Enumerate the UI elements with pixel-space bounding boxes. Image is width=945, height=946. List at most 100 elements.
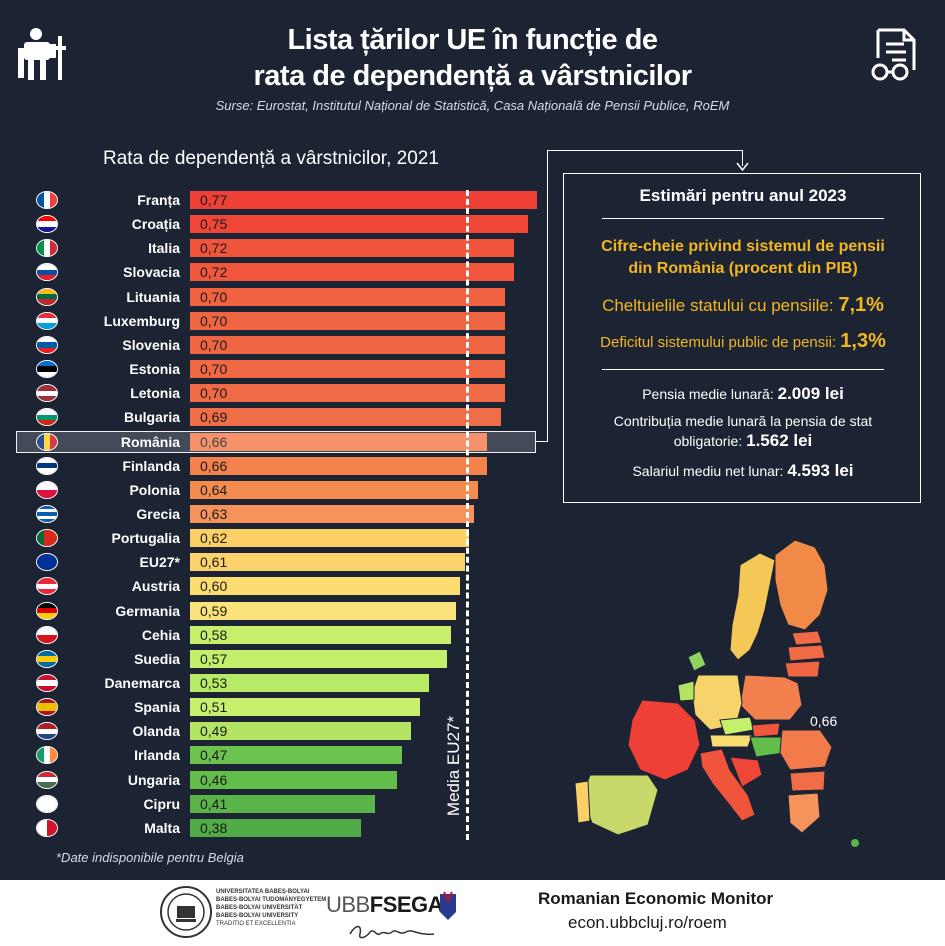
bar-value-label: 0,49 <box>200 723 228 740</box>
bar <box>190 698 420 717</box>
bar <box>190 215 528 234</box>
bar-value-label: 0,70 <box>200 288 228 305</box>
flag-icon <box>36 263 58 282</box>
salary-line: Salariul mediu net lunar: 4.593 lei <box>564 461 922 481</box>
bar-value-label: 0,57 <box>200 650 228 667</box>
spending-line: Cheltuielile statului cu pensiile: 7,1% <box>564 294 922 317</box>
pension-label: Pensia medie lunară: <box>642 386 778 402</box>
contribution-label: obligatorie: <box>673 433 747 449</box>
panel-subtitle-line-2: din România (procent din PIB) <box>628 260 858 277</box>
flag-icon <box>36 674 58 692</box>
map-hungary <box>749 736 785 758</box>
flag-icon <box>36 480 58 499</box>
bar <box>190 287 505 306</box>
row-label: EU27* <box>139 554 180 571</box>
flag-icon <box>36 432 58 451</box>
bar-value-label: 0,63 <box>200 505 228 522</box>
panel-divider-bottom <box>602 369 884 370</box>
bar-value-label: 0,72 <box>200 240 228 257</box>
flag-icon <box>36 456 58 475</box>
bar <box>190 818 361 837</box>
bar <box>190 480 478 499</box>
flag-icon <box>36 649 58 668</box>
bar-value-label: 0,38 <box>200 819 228 836</box>
map-poland <box>739 674 803 721</box>
row-label: Croația <box>131 216 180 233</box>
flag-icon <box>36 553 58 572</box>
pensioner-icon <box>18 28 66 80</box>
ubb-text: UBB <box>326 892 370 917</box>
bar-value-label: 0,70 <box>200 336 228 353</box>
row-label: Cipru <box>143 795 180 812</box>
row-label: Bulgaria <box>123 409 180 426</box>
sources-line: Surse: Eurostat, Institutul Național de … <box>215 98 730 113</box>
flag-icon <box>36 335 58 354</box>
bar-value-label: 0,60 <box>200 578 228 595</box>
bar-value-label: 0,70 <box>200 361 228 378</box>
flag-icon <box>36 311 58 330</box>
university-name: UNIVERSITATEA BABEȘ-BOLYAI BABEȘ-BOLYAI … <box>216 888 326 928</box>
contribution-value: 1.562 lei <box>746 431 813 450</box>
eu-average-line <box>466 190 469 840</box>
bar <box>190 504 474 523</box>
map-slovakia <box>751 722 781 738</box>
map-italy <box>699 748 756 822</box>
flag-icon <box>36 601 58 620</box>
footnote: *Date indisponibile pentru Belgia <box>56 850 244 865</box>
row-label: Ungaria <box>127 771 180 788</box>
europe-map: 0,66 <box>574 529 859 847</box>
bar-value-label: 0,41 <box>200 795 228 812</box>
bar <box>190 335 505 354</box>
salary-value: 4.593 lei <box>787 461 854 480</box>
row-label: Cehia <box>141 626 180 643</box>
map-sweden <box>729 552 776 661</box>
bar <box>190 529 469 548</box>
univ-line-2: BABEȘ-BOLYAI TUDOMÁNYEGYETEM <box>216 897 327 903</box>
panel-divider-top <box>602 218 884 219</box>
bar-value-label: 0,47 <box>200 747 228 764</box>
connector-horizontal-bottom <box>536 441 548 442</box>
row-label: Portugalia <box>111 530 180 547</box>
row-label: Malta <box>144 819 180 836</box>
bar-value-label: 0,75 <box>200 216 228 233</box>
map-estonia <box>791 630 823 646</box>
footer-url[interactable]: econ.ubbcluj.ro/roem <box>568 913 727 932</box>
deficit-line: Deficitul sistemului public de pensii: 1… <box>564 330 922 353</box>
bar-value-label: 0,58 <box>200 626 228 643</box>
bar <box>190 794 375 813</box>
row-label: Austria <box>131 578 180 595</box>
row-label: Slovenia <box>122 336 180 353</box>
flag-icon <box>36 360 58 379</box>
bar <box>190 263 514 282</box>
estimates-panel: Estimări pentru anul 2023 Cifre-cheie pr… <box>563 173 921 503</box>
title-line-1: Lista țărilor UE în funcție de <box>287 24 658 56</box>
ubb-fsega-logo: UBBFSEGA <box>326 892 444 918</box>
map-cyprus <box>851 839 859 847</box>
romania-highlight <box>16 431 536 453</box>
map-latvia <box>787 644 826 662</box>
flag-icon <box>36 384 58 403</box>
spending-value: 7,1% <box>838 294 884 316</box>
map-portugal <box>574 780 591 824</box>
salary-label: Salariul mediu net lunar: <box>632 463 788 479</box>
bar <box>190 239 514 258</box>
bar <box>190 770 397 789</box>
contribution-line-1: Contribuția medie lunară la pensia de st… <box>613 413 873 429</box>
bar <box>190 722 411 741</box>
bar <box>190 191 537 209</box>
row-label: Suedia <box>134 650 180 667</box>
bar <box>190 746 402 765</box>
flag-icon <box>36 770 58 789</box>
bar-value-label: 0,64 <box>200 481 228 498</box>
map-croatia <box>729 756 763 788</box>
row-label: Germania <box>115 602 180 619</box>
map-denmark <box>687 650 707 672</box>
row-label: Estonia <box>129 361 180 378</box>
bar <box>190 625 451 644</box>
map-austria <box>709 734 753 748</box>
connector-arrow-icon <box>736 162 749 172</box>
signature-icon <box>349 925 435 939</box>
document-glasses-icon <box>871 28 916 81</box>
bar <box>190 432 487 451</box>
univ-line-5: TRADITIO ET EXCELLENTIA <box>216 921 296 927</box>
